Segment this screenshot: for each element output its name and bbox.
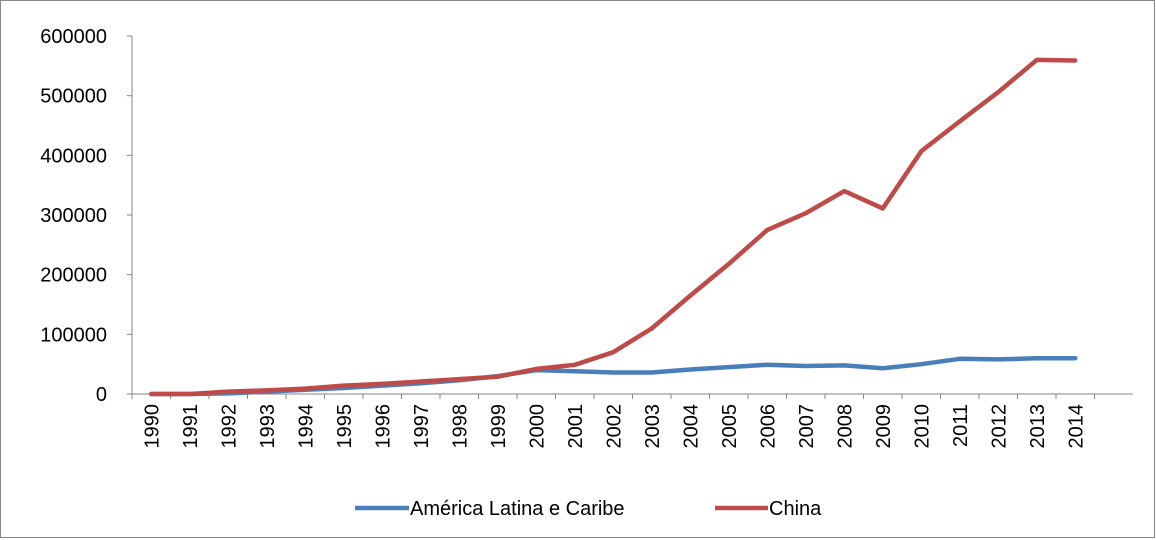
y-tick-label: 0 [96, 384, 107, 406]
x-tick-label: 2007 [796, 404, 818, 449]
x-tick-label: 2003 [642, 404, 664, 449]
x-tick-label: 2001 [565, 404, 587, 449]
x-tick-label: 2008 [834, 404, 856, 449]
x-tick-label: 1995 [334, 404, 356, 449]
x-tick-label: 2010 [911, 404, 933, 449]
x-tick-label: 1996 [372, 404, 394, 449]
x-tick-label: 2000 [526, 404, 548, 449]
x-tick-label: 2014 [1065, 404, 1087, 449]
y-tick-label: 100000 [40, 324, 107, 346]
y-tick-label: 200000 [40, 265, 107, 287]
chart-axes [127, 35, 1133, 399]
x-tick-labels: 1990 1991 1992 1993 1994 1995 1996 1997 1998 1999… [141, 404, 1087, 449]
x-tick-label: 2012 [988, 404, 1010, 449]
x-tick-label: 2002 [603, 404, 625, 449]
series-lines [149, 57, 1078, 397]
x-tick-label: 1990 [141, 404, 163, 449]
x-tick-label: 2009 [873, 404, 895, 449]
y-tick-label: 500000 [40, 86, 107, 108]
y-tick-label: 600000 [40, 26, 107, 48]
x-tick-label: 1999 [488, 404, 510, 449]
x-tick-label: 1991 [180, 404, 202, 449]
x-tick-label: 2005 [719, 404, 741, 449]
x-tick-label: 2006 [757, 404, 779, 449]
x-tick-label: 2011 [950, 404, 972, 447]
x-tick-label: 1992 [218, 404, 240, 449]
y-tick-labels: 0 100000 200000 300000 400000 500000 600000 [40, 26, 107, 406]
x-tick-label: 1993 [257, 404, 279, 449]
legend-label-1: China [769, 498, 822, 520]
legend: América Latina e Caribe China [355, 498, 822, 520]
x-tick-label: 1998 [449, 404, 471, 449]
x-tick-label: 1994 [295, 404, 317, 449]
y-tick-label: 400000 [40, 145, 107, 167]
x-tick-label: 1997 [411, 404, 433, 449]
y-tick-label: 300000 [40, 205, 107, 227]
x-tick-label: 2004 [680, 404, 702, 449]
x-tick-label: 2013 [1027, 404, 1049, 449]
legend-label-0: América Latina e Caribe [410, 498, 625, 520]
series-line-1 [149, 57, 1078, 397]
